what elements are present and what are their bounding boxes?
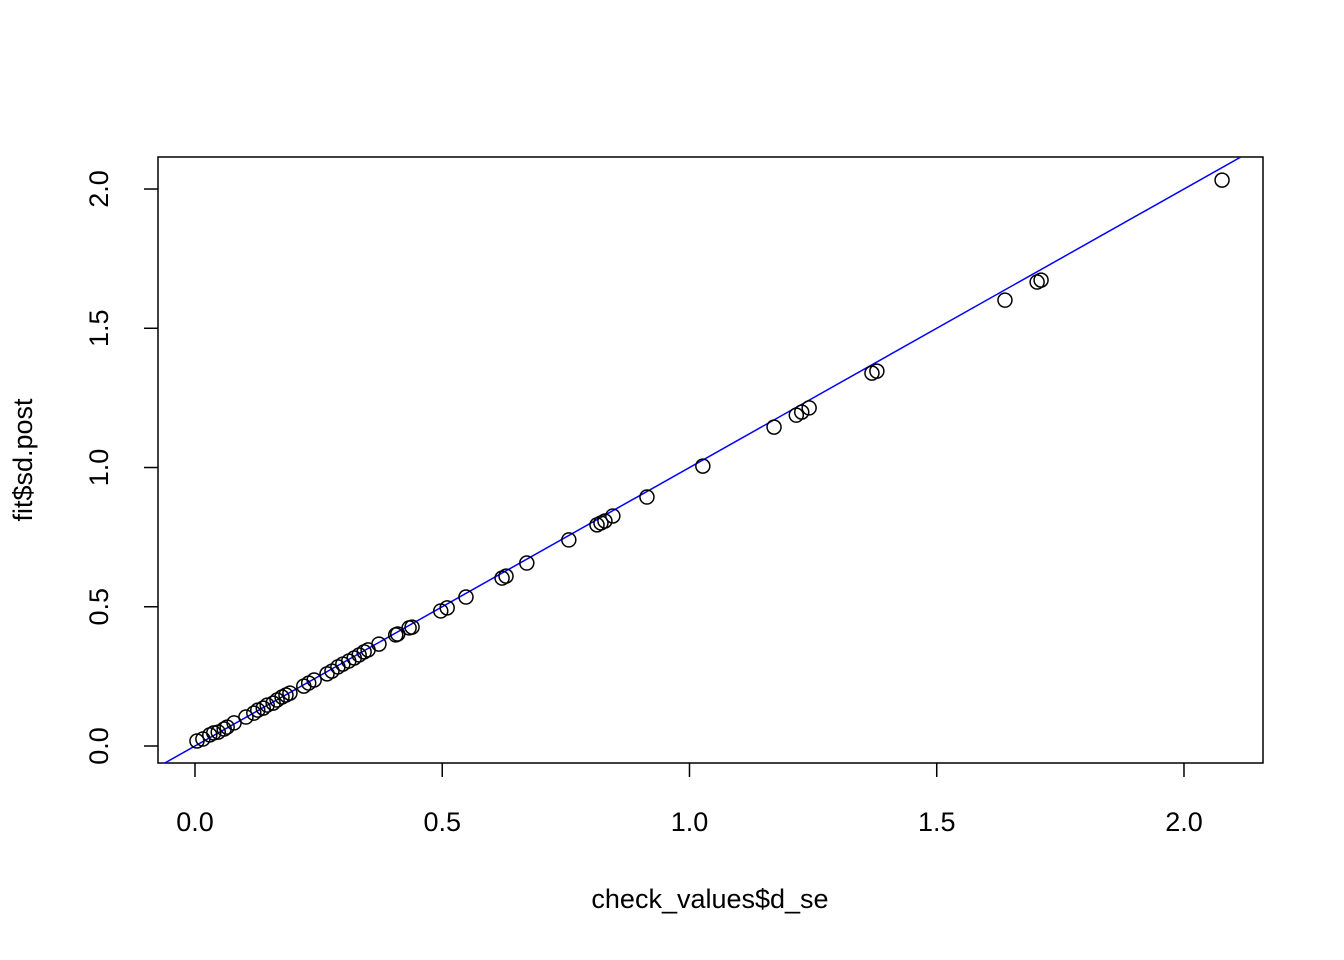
point bbox=[605, 508, 621, 524]
y-axis-label: fit$sd.post bbox=[8, 398, 38, 522]
point bbox=[695, 458, 711, 474]
y-tick-label: 1.5 bbox=[84, 309, 114, 347]
x-tick-label: 1.5 bbox=[918, 807, 956, 837]
point bbox=[306, 672, 322, 688]
x-tick-label: 0.5 bbox=[423, 807, 461, 837]
point bbox=[788, 407, 805, 423]
point bbox=[639, 489, 655, 505]
point bbox=[255, 700, 271, 716]
point bbox=[404, 619, 420, 635]
point bbox=[246, 705, 262, 721]
point bbox=[561, 532, 577, 548]
point bbox=[189, 733, 205, 749]
point bbox=[458, 589, 474, 605]
point bbox=[1214, 172, 1230, 188]
reference-line bbox=[163, 157, 1243, 763]
point bbox=[597, 513, 613, 529]
y-tick-label: 1.0 bbox=[84, 449, 114, 487]
y-tick-label: 0.0 bbox=[84, 727, 114, 765]
point bbox=[300, 675, 317, 691]
point bbox=[296, 678, 312, 694]
y-tick-label: 2.0 bbox=[84, 170, 114, 208]
point bbox=[766, 419, 782, 435]
point bbox=[801, 400, 817, 416]
point bbox=[519, 555, 535, 571]
point bbox=[282, 685, 298, 701]
plot-frame bbox=[157, 156, 1264, 764]
x-axis-label: check_values$d_se bbox=[591, 884, 828, 914]
plot-area bbox=[163, 157, 1243, 763]
x-tick-label: 0.0 bbox=[176, 807, 214, 837]
point bbox=[346, 650, 362, 666]
point bbox=[1033, 272, 1049, 288]
point bbox=[997, 292, 1013, 308]
point bbox=[793, 404, 810, 420]
point bbox=[259, 697, 275, 713]
point bbox=[498, 568, 514, 584]
point bbox=[238, 709, 254, 725]
y-tick-label: 0.5 bbox=[84, 588, 114, 626]
x-tick-label: 1.0 bbox=[671, 807, 709, 837]
point bbox=[869, 363, 885, 379]
point bbox=[439, 600, 455, 616]
point bbox=[371, 636, 387, 652]
x-tick-label: 2.0 bbox=[1165, 807, 1203, 837]
